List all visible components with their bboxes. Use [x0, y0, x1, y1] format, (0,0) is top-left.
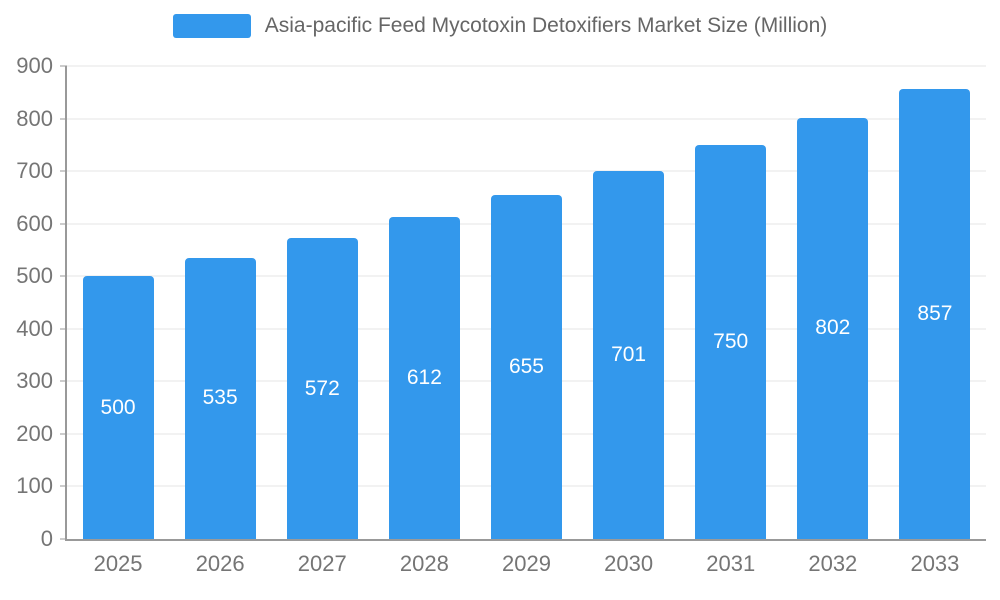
y-axis-tick-label: 700: [16, 158, 53, 184]
bar-value-label: 612: [406, 366, 442, 390]
bar-2033: 857: [899, 88, 971, 539]
x-axis-tick-label: 2033: [910, 551, 960, 576]
bar-2032: 802: [797, 117, 869, 539]
bar-value-label: 655: [508, 354, 544, 378]
legend-color-swatch: [172, 14, 251, 38]
bar-2028: 612: [388, 217, 460, 539]
plot-area: 0 100 200 300 400 500 600 700 800 900 500 535 572 61…: [16, 53, 986, 576]
y-axis-tick-label: 200: [16, 420, 53, 446]
bar-2029: 655: [490, 194, 562, 539]
x-axis-tick-label: 2029: [502, 551, 551, 576]
bar-slot: 857: [884, 66, 986, 539]
y-axis-tick-label: 800: [16, 105, 53, 131]
bar-value-label: 572: [304, 376, 340, 400]
legend: Asia-pacific Feed Mycotoxin Detoxifiers …: [0, 14, 1000, 38]
y-axis-tick: [60, 380, 67, 382]
x-axis-tick-label: 2028: [399, 551, 449, 576]
bars: 500 535 572 612 655 701 750 802 857: [67, 66, 986, 539]
bar-2030: 701: [593, 170, 665, 539]
bar-2025: 500: [82, 276, 154, 539]
y-axis-tick-label: 300: [16, 368, 53, 394]
gridline: [67, 65, 986, 67]
bar-value-label: 701: [611, 342, 647, 366]
y-axis-tick: [60, 275, 67, 277]
bar-2031: 750: [695, 144, 767, 539]
bar-value-label: 857: [917, 301, 953, 325]
y-axis-tick-label: 100: [16, 473, 53, 499]
bar-slot: 802: [782, 66, 884, 539]
x-axis-tick-label: 2031: [706, 551, 756, 576]
x-axis-tick-label: 2026: [195, 551, 245, 576]
y-axis-tick: [60, 65, 67, 67]
y-axis-tick: [60, 485, 67, 487]
bar-slot: 572: [271, 66, 373, 539]
x-axis-labels: 2025 2026 2027 2028 2029 2030 2031 2032 2033: [67, 551, 986, 577]
x-axis-tick-label: 2027: [297, 551, 347, 576]
y-axis-tick-label: 400: [16, 315, 53, 341]
y-axis-tick-label: 0: [40, 526, 53, 551]
y-axis-tick-label: 900: [16, 53, 53, 78]
bar-slot: 612: [373, 66, 475, 539]
gridline: [67, 118, 986, 120]
y-axis-tick: [60, 328, 67, 330]
y-axis-tick: [60, 433, 67, 435]
x-axis-tick-label: 2032: [808, 551, 858, 576]
chart-title: Asia-pacific Feed Mycotoxin Detoxifiers …: [264, 14, 828, 37]
bar-slot: 655: [475, 66, 577, 539]
bar-value-label: 750: [713, 329, 749, 353]
y-axis-tick: [60, 538, 67, 540]
bar-slot: 500: [67, 66, 169, 539]
bar-slot: 750: [680, 66, 782, 539]
bar-value-label: 802: [815, 316, 851, 340]
y-axis-tick-label: 500: [16, 263, 53, 289]
y-axis-tick: [60, 118, 67, 120]
bar-2027: 572: [286, 238, 358, 539]
legend-item[interactable]: Asia-pacific Feed Mycotoxin Detoxifiers …: [172, 14, 828, 38]
bar-slot: 701: [578, 66, 680, 539]
x-axis-tick-label: 2025: [93, 551, 143, 576]
bar-slot: 535: [169, 66, 271, 539]
bar-value-label: 500: [100, 395, 136, 419]
x-axis-tick-label: 2030: [604, 551, 654, 576]
y-axis-tick-label: 600: [16, 210, 53, 236]
gridline: [67, 170, 986, 172]
bar-2026: 535: [184, 257, 256, 539]
bar-value-label: 535: [202, 386, 238, 410]
y-axis-tick: [60, 170, 67, 172]
y-axis-tick: [60, 223, 67, 225]
